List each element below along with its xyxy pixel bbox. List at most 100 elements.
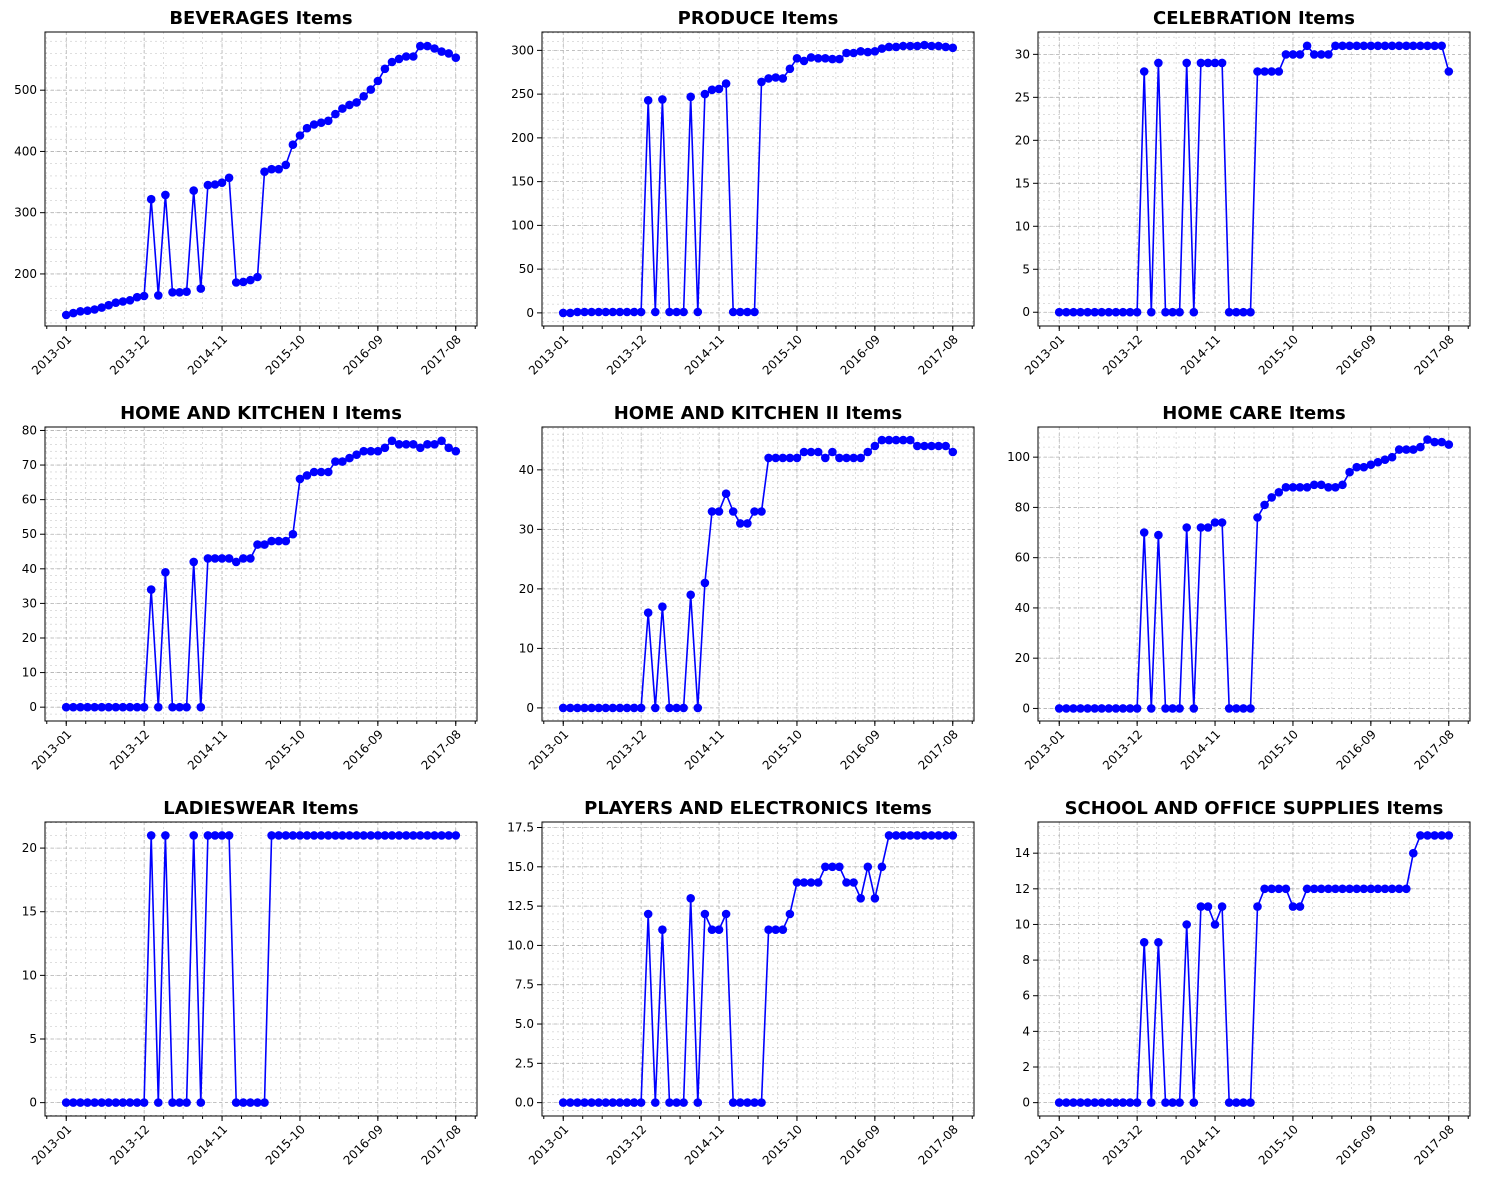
data-point [1090, 1098, 1099, 1107]
data-point [1217, 518, 1227, 527]
data-point [217, 554, 227, 563]
data-point [1352, 41, 1361, 51]
data-point [430, 831, 439, 840]
data-point [359, 446, 369, 456]
data-point [1288, 902, 1298, 911]
data-point [1210, 920, 1220, 929]
data-point [1345, 884, 1354, 894]
y-tick-label: 10 [519, 641, 534, 655]
y-tick-label: 15.0 [507, 860, 534, 874]
data-point [90, 702, 99, 712]
data-point [1352, 884, 1361, 894]
data-point [338, 457, 347, 466]
data-point [1430, 41, 1439, 51]
data-point [168, 702, 177, 712]
y-tick-label: 20 [519, 582, 534, 596]
y-tick-label: 300 [511, 43, 534, 57]
data-point [1444, 440, 1454, 449]
data-point [651, 307, 660, 317]
data-point [721, 489, 731, 499]
data-point [267, 164, 276, 174]
data-point [380, 443, 390, 453]
y-tick-label: 50 [22, 527, 37, 541]
y-tick-label: 10.0 [507, 938, 534, 952]
data-point [622, 703, 632, 713]
y-tick-label: 150 [511, 175, 534, 189]
data-point [1232, 307, 1241, 317]
data-point [111, 702, 121, 712]
data-point [1189, 1098, 1199, 1107]
data-point [1097, 307, 1106, 317]
data-point [352, 450, 361, 460]
x-tick-label: 2013-12 [1100, 332, 1145, 377]
x-tick-label: 2013-12 [107, 332, 152, 377]
data-point [1139, 67, 1149, 76]
data-point [842, 48, 851, 58]
data-point [97, 702, 106, 712]
y-tick-label: 8 [1022, 953, 1030, 967]
data-point [898, 435, 908, 445]
data-point [764, 74, 773, 83]
data-point [1267, 67, 1276, 76]
data-point [622, 1098, 632, 1107]
data-point [728, 307, 738, 317]
data-point [558, 308, 568, 318]
data-point [927, 41, 936, 51]
data-point [1288, 50, 1298, 59]
data-point [651, 703, 660, 713]
data-point [1394, 884, 1404, 894]
data-point [288, 831, 298, 840]
data-point [1090, 307, 1099, 317]
data-point [224, 554, 234, 563]
data-point [629, 307, 639, 317]
data-point [125, 702, 135, 712]
data-point [373, 76, 383, 86]
y-tick-label: 40 [22, 562, 37, 576]
x-tick-label: 2016-09 [341, 727, 386, 772]
data-point [274, 831, 284, 840]
data-point [281, 536, 291, 546]
data-point [636, 703, 646, 713]
data-point [253, 540, 262, 549]
data-point [1295, 902, 1305, 911]
data-point [1083, 704, 1092, 713]
data-point [1359, 41, 1369, 51]
data-point [821, 453, 830, 463]
data-point [1054, 704, 1064, 713]
x-tick-label: 2015-10 [760, 1122, 805, 1167]
data-point [61, 1098, 71, 1107]
x-tick-label: 2014-11 [1178, 1122, 1223, 1167]
data-point [1423, 41, 1432, 51]
x-tick-label: 2015-10 [1256, 332, 1301, 377]
data-point [154, 1098, 163, 1107]
data-point [587, 1098, 596, 1107]
data-point [1366, 460, 1376, 470]
x-tick-label: 2015-10 [760, 727, 805, 772]
data-point [870, 47, 880, 56]
data-point [736, 307, 745, 317]
data-point [437, 436, 446, 446]
chart-panel-8: 0.0 2.5 5.0 7.5 10.0 12.5 15.0 17.5 2013-01 2013-… [507, 798, 975, 1168]
x-tick-label: 2013-01 [526, 727, 571, 772]
data-point [941, 831, 950, 840]
data-point [1416, 442, 1425, 452]
data-point [451, 831, 461, 840]
data-point [345, 453, 354, 463]
data-point [913, 41, 922, 51]
y-tick-label: 0 [29, 700, 37, 714]
data-point [1154, 530, 1163, 540]
data-point [799, 878, 809, 887]
data-point [203, 554, 213, 563]
data-point [1168, 307, 1177, 317]
x-tick-label: 2014-11 [682, 727, 727, 772]
data-point [97, 303, 106, 312]
data-point [1359, 462, 1369, 472]
data-point [707, 925, 717, 934]
data-point [736, 519, 745, 528]
data-point [154, 291, 163, 300]
data-point [281, 831, 291, 840]
data-point [665, 703, 674, 713]
data-point [139, 1098, 149, 1107]
data-point [558, 1098, 568, 1107]
data-point [416, 41, 425, 51]
